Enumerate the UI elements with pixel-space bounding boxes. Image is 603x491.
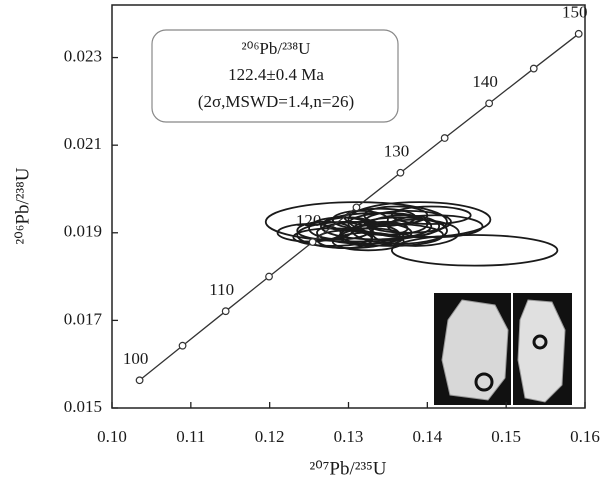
- annotation-line: ²⁰⁶Pb/²³⁸U: [242, 39, 311, 58]
- zircon-grain: [517, 299, 566, 403]
- error-ellipse: [363, 209, 452, 234]
- age-marker: [529, 64, 538, 73]
- inset: [434, 293, 572, 405]
- zircon-grain: [441, 299, 509, 401]
- y-tick-label: 0.017: [64, 309, 103, 328]
- age-label: 120: [296, 211, 322, 230]
- y-tick-label: 0.021: [64, 134, 102, 153]
- annotation-line: 122.4±0.4 Ma: [228, 65, 324, 84]
- error-ellipse: [331, 231, 405, 252]
- age-label: 150: [562, 3, 588, 22]
- error-ellipse: [387, 214, 484, 239]
- annotation-line: (2σ,MSWD=1.4,n=26): [198, 92, 354, 111]
- y-axis-label: ²⁰⁶Pb/²³⁸U: [12, 167, 33, 244]
- y-tick-label: 0.015: [64, 397, 102, 416]
- age-marker: [574, 29, 583, 38]
- age-label: 140: [472, 72, 498, 91]
- x-tick-label: 0.16: [570, 427, 600, 446]
- x-tick-label: 0.13: [334, 427, 364, 446]
- x-tick-label: 0.15: [491, 427, 521, 446]
- spot: [532, 334, 548, 350]
- x-axis-label: ²⁰⁷Pb/²³⁵U: [309, 458, 386, 479]
- annotation-box: [151, 29, 399, 123]
- age-label: 110: [209, 280, 234, 299]
- x-tick-label: 0.14: [412, 427, 442, 446]
- age-marker: [221, 307, 230, 316]
- error-ellipse: [390, 234, 559, 267]
- x-tick-label: 0.12: [255, 427, 285, 446]
- age-marker: [352, 203, 361, 212]
- error-ellipse: [264, 201, 448, 243]
- age-label: 130: [384, 142, 410, 161]
- age-marker: [308, 238, 317, 246]
- age-marker: [178, 341, 187, 350]
- spot: [474, 372, 494, 392]
- age-marker: [396, 168, 405, 177]
- age-marker: [485, 99, 494, 108]
- y-tick-label: 0.019: [64, 222, 102, 241]
- age-label: 100: [123, 349, 149, 368]
- x-tick-label: 0.10: [97, 427, 127, 446]
- error-ellipse: [367, 214, 441, 239]
- x-tick-label: 0.11: [176, 427, 205, 446]
- age-marker: [440, 134, 449, 142]
- y-tick-label: 0.023: [64, 46, 102, 65]
- age-marker: [135, 376, 144, 385]
- age-marker: [265, 272, 273, 281]
